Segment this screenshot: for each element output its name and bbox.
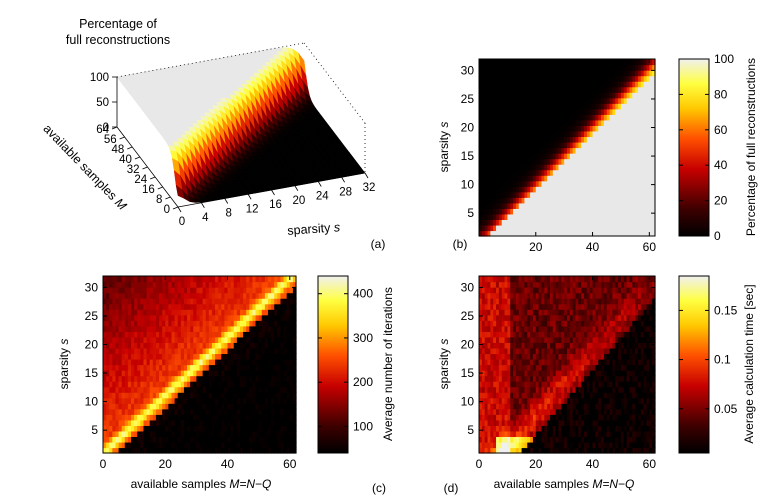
colorbar-tick-label: 20 (714, 194, 728, 208)
x-tick-label: 32 (363, 182, 376, 194)
colorbar-tick-label: 40 (714, 158, 728, 172)
x-tick-label: 28 (339, 186, 352, 198)
x-tick (247, 194, 252, 200)
x-tick-label: 4 (202, 212, 209, 224)
x-tick-label: 12 (246, 203, 259, 215)
panel-a-x-label: sparsity s (287, 220, 341, 238)
x-tick-label: 40 (586, 240, 600, 254)
y-tick-label: 8 (156, 194, 162, 206)
y-tick (127, 146, 133, 150)
panel-b-heatmap: 5 10 15 20 25 30 20 40 60 sparsity s (b) 0 20 40 60… (437, 52, 758, 254)
z-tick-label: 50 (96, 97, 109, 109)
y-tick-label: 0 (164, 204, 170, 216)
panel-a-title-line-1: Percentage of (79, 17, 157, 31)
y-tick (149, 176, 156, 180)
heatmap-b-y-label: sparsity s (437, 122, 451, 173)
colorbar-tick-label: 60 (714, 123, 728, 137)
y-tick-label: 10 (461, 178, 475, 192)
heatmap-b-cells (479, 59, 656, 237)
x-tick-label: 16 (269, 199, 282, 211)
x-tick-label: 24 (316, 191, 329, 203)
x-tick-label: 20 (529, 240, 543, 254)
panel-a-letter: (a) (371, 237, 386, 251)
y-tick (157, 186, 163, 190)
x-tick (294, 185, 299, 191)
colorbar-tick-label: 100 (714, 52, 734, 66)
x-tick-label: 20 (292, 195, 305, 207)
z-tick-label: 100 (90, 72, 109, 84)
y-tick (172, 206, 179, 210)
z-tick-label: 0 (103, 122, 109, 134)
panel-a-title-line-2: full reconstructions (66, 33, 170, 47)
surface-mesh (116, 47, 366, 203)
x-tick (177, 206, 182, 213)
panel-a-surface-plot: Percentage of full reconstructions 0 4 8 12… (41, 17, 386, 251)
colorbar-tick-label: 0 (714, 229, 721, 243)
x-tick-label: 0 (179, 216, 185, 228)
y-tick-label: 20 (461, 121, 475, 135)
x-tick (201, 202, 205, 208)
y-tick-label: 25 (461, 92, 475, 106)
colorbar-b-label: Percentage of full reconstructions (744, 58, 758, 236)
y-tick (119, 136, 125, 140)
y-tick (165, 196, 171, 200)
x-tick (271, 189, 275, 196)
heatmap-c-cells (103, 276, 297, 454)
y-tick-label: 30 (461, 63, 475, 77)
x-tick (364, 172, 369, 179)
x-tick (341, 177, 345, 183)
y-tick (134, 156, 141, 160)
y-tick-label: 5 (467, 206, 474, 220)
y-tick (142, 166, 148, 170)
y-tick-label: 15 (461, 149, 475, 163)
x-tick (317, 181, 322, 187)
x-tick-label: 8 (226, 208, 232, 220)
colorbar-tick-label: 80 (714, 87, 728, 101)
colorbar-b (678, 58, 710, 237)
panel-b-letter: (b) (453, 237, 468, 251)
x-tick (224, 198, 229, 204)
x-tick-label: 60 (643, 240, 657, 254)
